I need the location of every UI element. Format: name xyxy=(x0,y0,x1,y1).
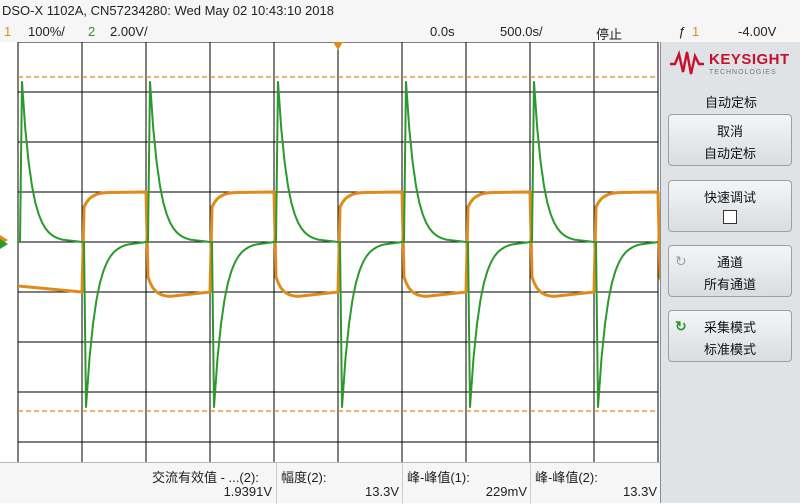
measurement-amplitude[interactable]: 幅度(2): 13.3V xyxy=(276,463,403,504)
menu-title: 自动定标 xyxy=(704,95,757,110)
measurement-label: 峰-峰值(2): xyxy=(535,470,598,485)
cancel-autoscale-button[interactable]: 取消 自动定标 xyxy=(668,114,792,166)
time-offset[interactable]: 0.0s xyxy=(430,24,455,39)
ch2-trace-line xyxy=(18,81,659,408)
waveform-display[interactable] xyxy=(0,41,683,462)
refresh-icon: ↻ xyxy=(675,318,687,334)
trigger-position-marker xyxy=(333,42,343,50)
keysight-logo: KEYSIGHT TECHNOLOGIES xyxy=(669,48,793,82)
measurement-bar: 交流有效值 - ...(2): 1.9391V 幅度(2): 13.3V 峰-峰… xyxy=(0,462,661,504)
softkey-label: 通道 xyxy=(716,255,743,270)
softkey-sublabel: 标准模式 xyxy=(703,342,756,357)
time-scale[interactable]: 500.0s/ xyxy=(500,24,543,39)
softkey-sublabel: 自动定标 xyxy=(703,146,756,161)
ch1-indicator[interactable]: 1 xyxy=(4,24,12,39)
channels-button[interactable]: ↻ 通道 所有通道 xyxy=(668,245,792,297)
checkbox-icon[interactable] xyxy=(723,210,737,224)
measurement-value: 1.9391V xyxy=(223,484,272,499)
rotate-icon: ↻ xyxy=(675,253,687,269)
measurement-value: 13.3V xyxy=(623,484,657,499)
ch2-waveform xyxy=(18,81,659,408)
instrument-title: DSO-X 1102A, CN57234280: Wed May 02 10:4… xyxy=(2,3,334,18)
measurement-value: 229mV xyxy=(485,484,527,499)
keysight-wave-icon xyxy=(670,49,704,75)
measurement-pk-pk-ch2[interactable]: 峰-峰值(2): 13.3V xyxy=(530,463,661,504)
measurement-value: 13.3V xyxy=(365,484,399,499)
acquire-mode-button[interactable]: ↻ 采集模式 标准模式 xyxy=(668,310,792,362)
ch2-ground-marker xyxy=(0,239,8,249)
brand-subtitle: TECHNOLOGIES xyxy=(709,69,777,76)
channel-status-bar: 1 100%/ 2 2.00V/ 0.0s 500.0s/ 停止 ƒ 1 -4.… xyxy=(0,20,800,42)
fast-debug-button[interactable]: 快速调试 xyxy=(668,180,792,232)
measurement-pk-pk-ch1[interactable]: 峰-峰值(1): 229mV xyxy=(402,463,531,504)
softkey-panel: KEYSIGHT TECHNOLOGIES 自动定标 取消 自动定标 快速调试 … xyxy=(660,42,800,503)
softkey-label: 取消 xyxy=(716,124,743,139)
waveform-graph xyxy=(0,41,683,462)
ch2-indicator[interactable]: 2 xyxy=(88,24,96,39)
markers xyxy=(0,42,343,249)
softkey-label: 快速调试 xyxy=(703,190,756,205)
reference-lines xyxy=(18,76,658,412)
trigger-level[interactable]: -4.00V xyxy=(738,24,777,39)
measurement-label: 幅度(2): xyxy=(281,470,327,485)
softkey-label: 采集模式 xyxy=(703,320,756,335)
brand-name: KEYSIGHT xyxy=(709,51,790,68)
softkey-sublabel: 所有通道 xyxy=(703,277,756,292)
run-state: 停止 xyxy=(596,27,623,42)
ch1-scale[interactable]: 100%/ xyxy=(28,24,65,39)
measurement-label: 交流有效值 - ...(2): xyxy=(152,470,259,485)
ch2-scale[interactable]: 2.00V/ xyxy=(110,24,148,39)
title-bar: DSO-X 1102A, CN57234280: Wed May 02 10:4… xyxy=(0,0,800,20)
trigger-icon: ƒ xyxy=(678,24,686,39)
ch1-waveform xyxy=(17,190,683,298)
measurement-ac-rms[interactable]: 交流有效值 - ...(2): 1.9391V xyxy=(148,463,276,504)
measurement-label: 峰-峰值(1): xyxy=(407,470,470,485)
ch1-trace-line xyxy=(17,190,683,298)
trigger-source[interactable]: 1 xyxy=(692,24,700,39)
